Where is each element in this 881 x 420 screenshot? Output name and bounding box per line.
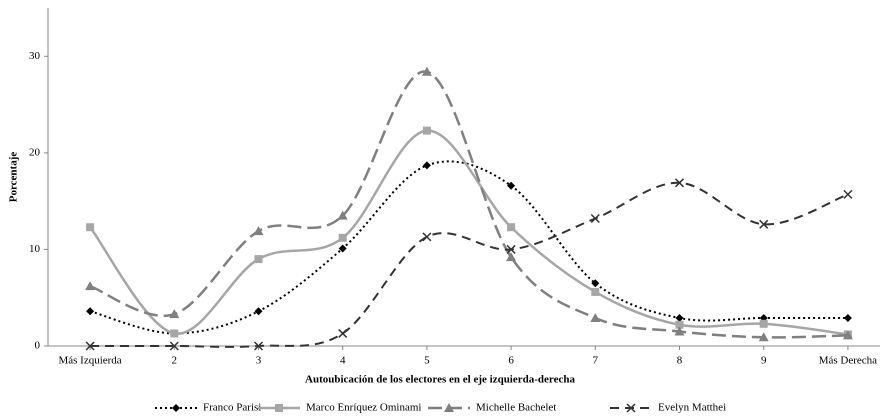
series-line [90, 181, 849, 348]
y-tick-label: 20 [29, 146, 41, 158]
data-point [675, 320, 684, 329]
data-point [254, 255, 263, 264]
data-point [169, 309, 180, 319]
series-line [89, 129, 849, 336]
y-axis-label: Porcentaje [8, 152, 20, 203]
legend-label: Franco Parisi [203, 402, 261, 414]
data-point [422, 126, 431, 135]
series-line [89, 70, 848, 339]
x-tick-label: Más Izquierda [58, 355, 121, 367]
data-point [674, 326, 685, 336]
legend-label: Marco Enríquez Ominami [306, 402, 421, 414]
data-point [506, 244, 516, 254]
x-tick-label: 9 [761, 355, 767, 367]
data-point [590, 213, 600, 224]
data-point [591, 287, 600, 296]
data-point [337, 210, 348, 220]
data-point [254, 307, 263, 316]
x-tick-label: 8 [677, 355, 683, 367]
data-point [338, 328, 348, 338]
x-tick-label: 5 [424, 355, 430, 367]
data-point [253, 226, 264, 236]
data-point [85, 341, 95, 351]
data-point [507, 181, 516, 190]
data-point [169, 341, 179, 351]
data-point [422, 232, 432, 242]
data-point [590, 312, 601, 322]
x-tick-label: 6 [508, 355, 514, 367]
data-point [338, 233, 347, 242]
x-tick-label: 2 [172, 355, 178, 367]
legend-label: Evelyn Matthei [658, 402, 726, 414]
data-point [843, 313, 852, 322]
legend-marker [626, 403, 636, 413]
data-point [170, 329, 179, 338]
data-point [85, 281, 96, 291]
data-point [759, 319, 768, 328]
data-point [591, 279, 600, 288]
data-point [758, 332, 769, 342]
x-tick-label: 7 [593, 355, 599, 367]
data-point [507, 223, 516, 232]
x-tick-label: 3 [256, 355, 262, 367]
legend-marker [275, 404, 283, 412]
data-point [842, 330, 853, 340]
data-point [422, 161, 431, 170]
x-axis-label: Autoubicación de los electores en el eje… [305, 374, 575, 386]
x-tick-label: Más Derecha [819, 355, 877, 367]
series-line [89, 160, 848, 335]
data-point [506, 252, 517, 262]
data-point [843, 189, 853, 199]
data-point [86, 223, 95, 232]
y-tick-label: 0 [35, 340, 41, 352]
data-point [86, 307, 95, 316]
data-point [338, 244, 347, 253]
data-point [253, 341, 264, 351]
data-point [675, 313, 684, 322]
y-tick-label: 30 [29, 50, 41, 62]
data-point [421, 66, 432, 76]
data-point [674, 178, 685, 188]
x-tick-label: 4 [340, 355, 346, 367]
legend-marker [172, 404, 180, 412]
y-tick-label: 10 [29, 243, 41, 255]
data-point [759, 219, 769, 229]
legend-label: Michelle Bachelet [476, 402, 556, 414]
legend-marker [444, 403, 454, 412]
